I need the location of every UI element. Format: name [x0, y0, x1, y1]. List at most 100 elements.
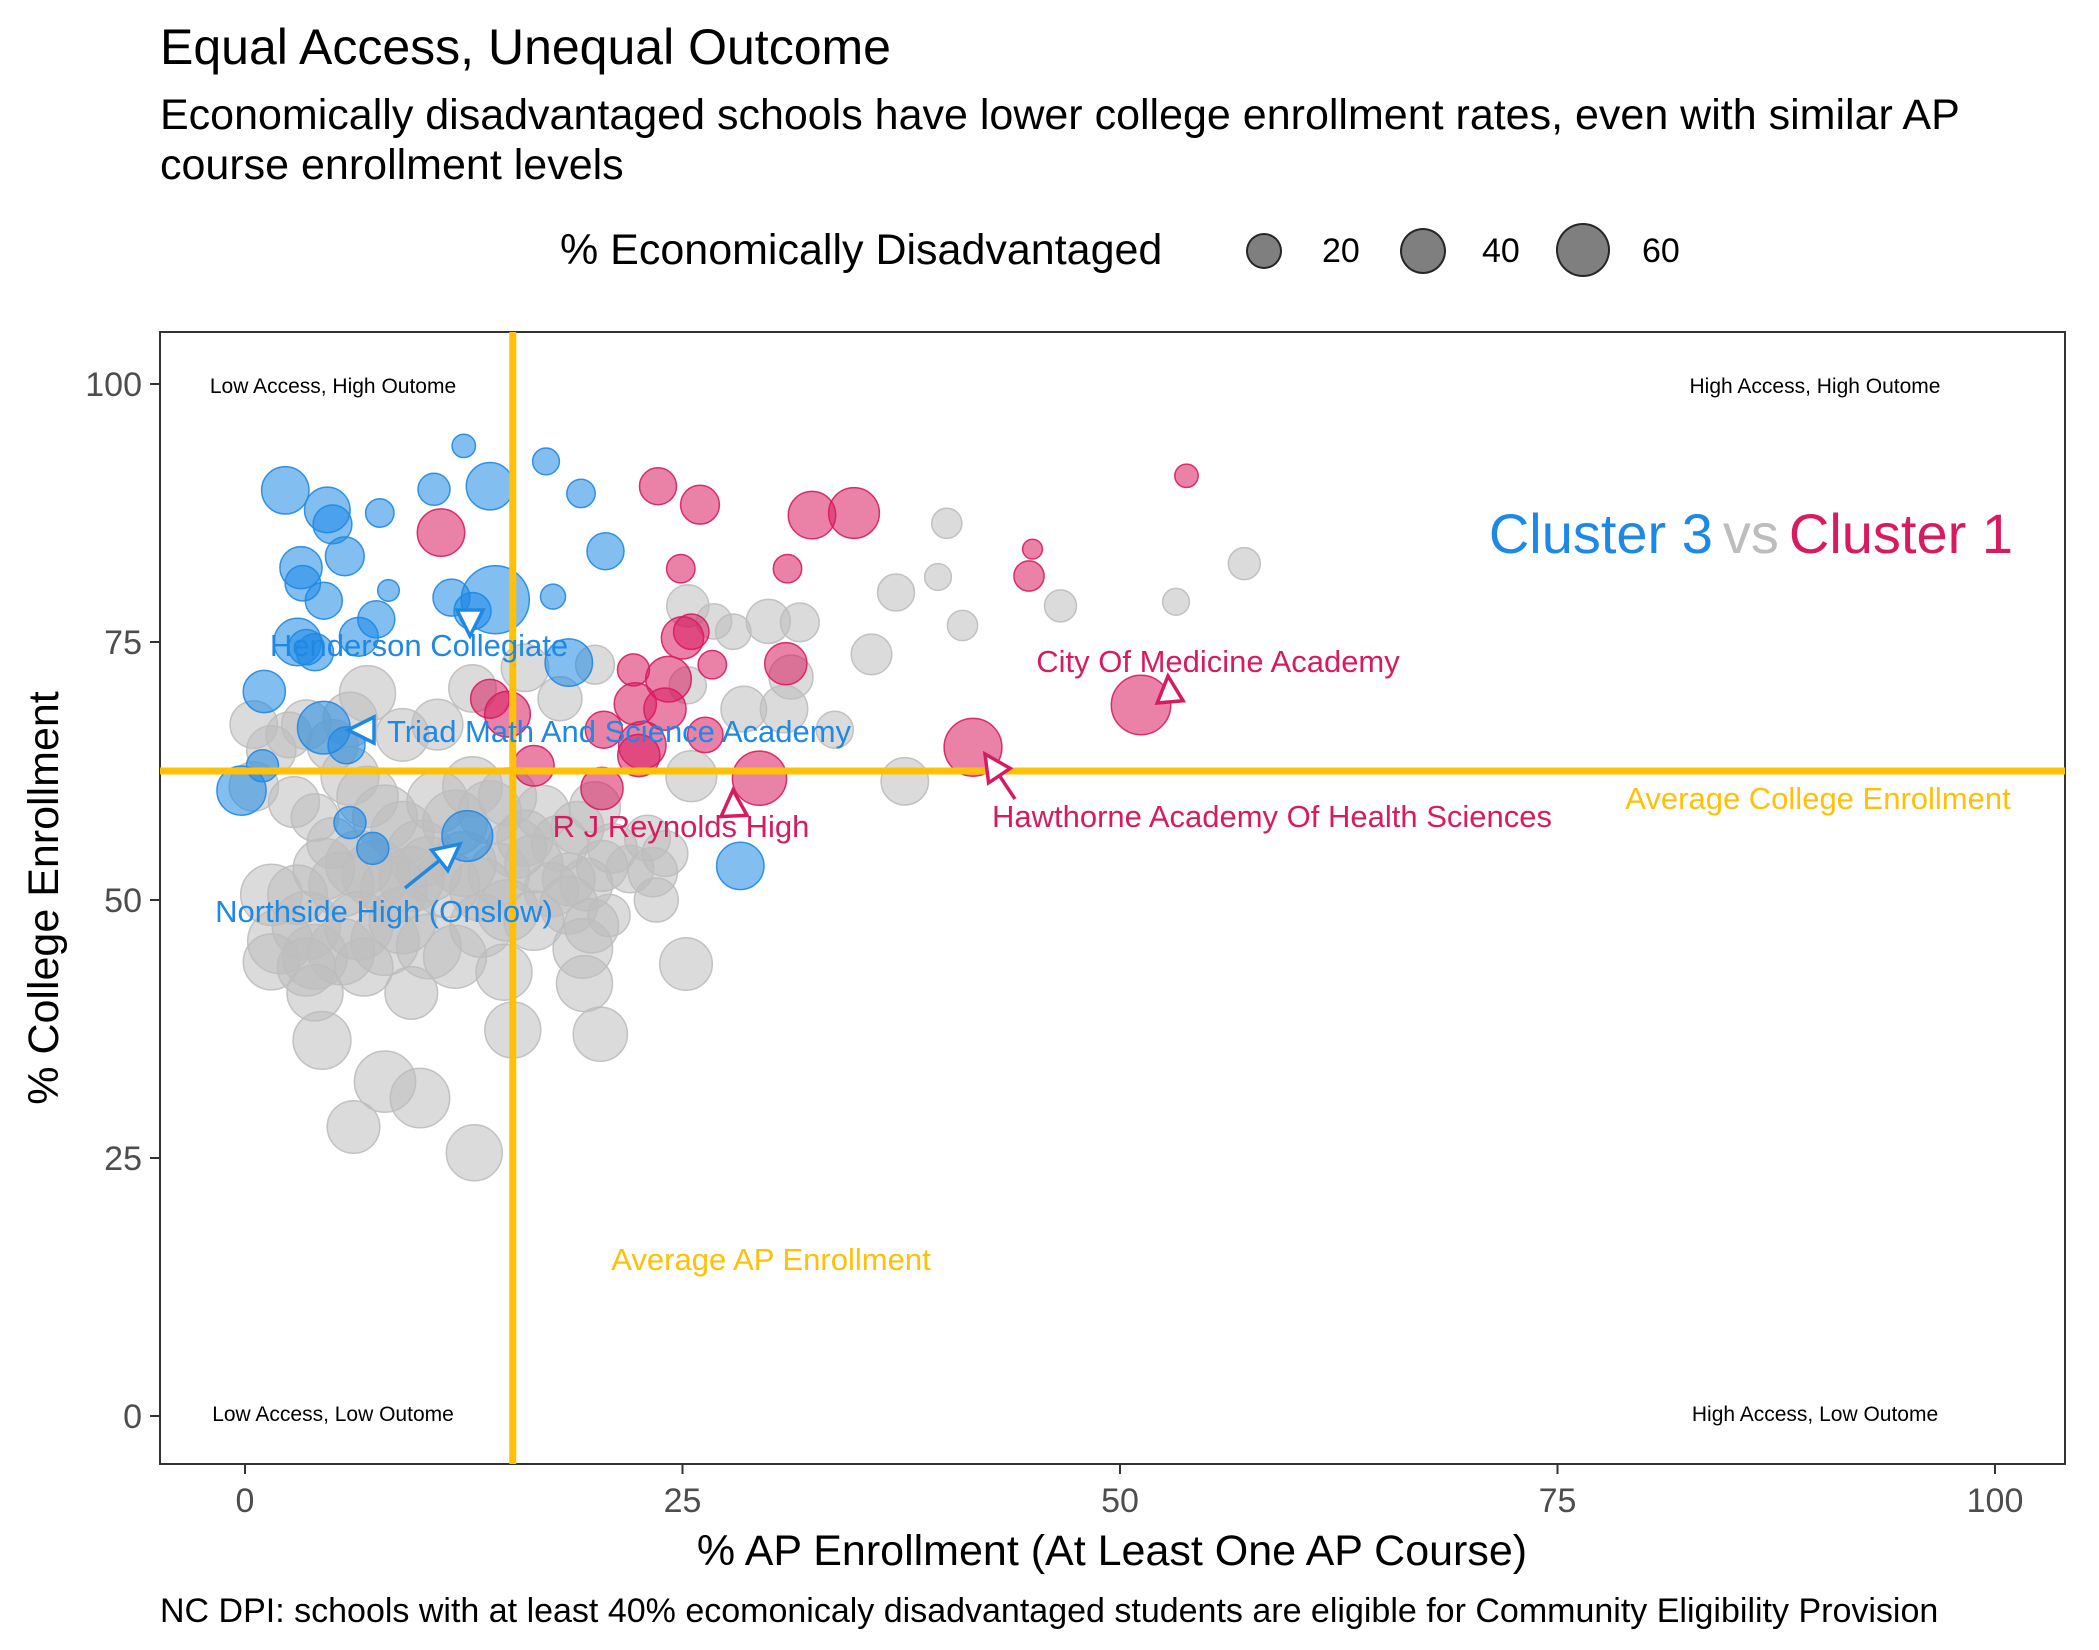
label-henderson-collegiate: Henderson Collegiate — [270, 628, 568, 663]
point-cluster1-1 — [679, 484, 721, 525]
annotation-arrows — [344, 608, 1187, 890]
point-cluster3-0 — [260, 465, 310, 515]
cluster-3-label: Cluster 3 — [1489, 502, 1713, 565]
chart-title: Equal Access, Unequal Outcome — [160, 19, 891, 75]
point-cluster1-12 — [731, 750, 788, 807]
x-axis-title: % AP Enrollment (At Least One AP Course) — [697, 1527, 1527, 1575]
point-cluster3-4 — [417, 472, 451, 507]
avg-ap-label: Average AP Enrollment — [611, 1242, 931, 1277]
point-other-17 — [665, 750, 718, 803]
point-cluster1-15 — [672, 613, 710, 651]
point-cluster3-32 — [333, 805, 367, 840]
point-cluster3-28 — [245, 749, 280, 783]
point-other-97 — [555, 954, 614, 1013]
point-other-95 — [475, 943, 533, 1001]
chart-subtitle: Economically disadvantaged schools have … — [160, 91, 1959, 189]
point-other-5 — [1161, 587, 1191, 616]
point-other-93 — [334, 937, 394, 997]
point-cluster1-6 — [1021, 538, 1044, 560]
y-tick-label-25: 25 — [104, 1140, 142, 1178]
point-cluster3-31 — [356, 831, 390, 866]
x-tick-label-25: 25 — [664, 1482, 702, 1520]
point-cluster3-12 — [304, 581, 344, 620]
point-cluster1-27 — [584, 710, 624, 749]
cluster-comparison-title: Cluster 3 vs Cluster 1 — [1489, 502, 2013, 565]
label-triad-math-science: Triad Math And Science Academy — [387, 714, 852, 749]
axis-ticks: 0 25 50 75 100 0 25 50 75 100 — [85, 366, 2023, 1520]
arrow-head-hawthorne — [982, 750, 1014, 786]
arrow-head-city-of-medicine — [1154, 672, 1187, 705]
quadrant-label-top-right: High Access, High Outome — [1690, 375, 1941, 398]
x-tick-label-100: 100 — [1967, 1482, 2024, 1520]
x-tick-label-50: 50 — [1101, 1482, 1139, 1520]
y-tick-label-0: 0 — [123, 1398, 142, 1436]
label-city-of-medicine: City Of Medicine Academy — [1036, 644, 1400, 679]
x-tick-label-75: 75 — [1539, 1482, 1577, 1520]
point-cluster1-3 — [827, 486, 881, 540]
point-cluster3-3 — [364, 498, 395, 528]
point-cluster3-26 — [327, 725, 366, 765]
chart-caption: NC DPI: schools with at least 40% ecomon… — [160, 1592, 1939, 1630]
legend-circle-medium — [1400, 228, 1446, 274]
point-cluster3-8 — [566, 478, 596, 509]
point-cluster1-4 — [416, 508, 466, 558]
point-cluster1-25 — [483, 690, 532, 738]
point-cluster3-11 — [324, 536, 365, 577]
point-cluster3-6 — [451, 433, 477, 459]
point-cluster1-10 — [1110, 674, 1172, 736]
label-northside-high: Northside High (Onslow) — [215, 894, 553, 929]
point-other-94 — [384, 965, 439, 1020]
point-cluster3-17 — [586, 531, 625, 571]
point-cluster1-20 — [643, 687, 687, 731]
legend-circle-small — [1246, 233, 1282, 269]
point-other-98 — [658, 936, 714, 992]
label-hawthorne-academy: Hawthorne Academy Of Health Sciences — [992, 799, 1552, 834]
legend-label-medium: 40 — [1482, 232, 1520, 270]
point-cluster1-9 — [1013, 560, 1045, 592]
arrow-head-rj-reynolds — [718, 786, 751, 819]
legend-label-small: 20 — [1322, 232, 1360, 270]
point-cluster3-5 — [465, 461, 515, 511]
point-other-7 — [850, 633, 893, 676]
quadrant-label-bottom-left: Low Access, Low Outome — [212, 1403, 454, 1426]
label-rj-reynolds: R J Reynolds High — [553, 809, 810, 844]
point-cluster3-20 — [295, 633, 335, 672]
y-axis-title: % College Enrollment — [20, 691, 68, 1105]
y-tick-label-100: 100 — [85, 366, 142, 404]
avg-college-label: Average College Enrollment — [1625, 781, 2011, 816]
vs-label: vs — [1723, 502, 1779, 565]
point-cluster1-7 — [665, 553, 696, 584]
point-other-102 — [326, 1099, 381, 1155]
point-other-25 — [375, 707, 430, 762]
point-cluster1-22 — [616, 733, 661, 778]
point-other-4 — [1043, 589, 1078, 623]
legend-label-large: 60 — [1642, 232, 1680, 270]
point-other-103 — [445, 1124, 504, 1182]
quadrant-label-bottom-right: High Access, Low Outome — [1692, 1403, 1938, 1426]
data-points — [216, 433, 1262, 1182]
point-cluster3-22 — [357, 600, 396, 639]
arrow-head-triad — [344, 714, 376, 746]
point-other-105 — [572, 1006, 629, 1063]
point-other-1 — [923, 562, 953, 592]
point-cluster3-13 — [376, 578, 401, 602]
point-other-3 — [946, 609, 979, 642]
point-other-2 — [876, 573, 916, 612]
point-cluster1-26 — [512, 744, 555, 787]
legend-title: % Economically Disadvantaged — [560, 226, 1163, 274]
point-cluster3-23 — [544, 638, 594, 688]
point-other-6 — [1227, 546, 1262, 581]
point-other-18 — [720, 685, 768, 733]
point-other-101 — [389, 1067, 451, 1129]
arrow-head-northside — [428, 841, 464, 874]
arrow-head-henderson — [454, 608, 486, 640]
point-cluster1-17 — [697, 649, 728, 680]
point-other-9 — [779, 602, 820, 643]
point-cluster1-8 — [772, 553, 803, 584]
point-cluster1-18 — [616, 653, 651, 687]
y-tick-label-75: 75 — [104, 624, 142, 662]
point-cluster3-24 — [242, 669, 287, 714]
point-other-0 — [930, 507, 963, 540]
quadrant-label-top-left: Low Access, High Outome — [210, 375, 456, 398]
